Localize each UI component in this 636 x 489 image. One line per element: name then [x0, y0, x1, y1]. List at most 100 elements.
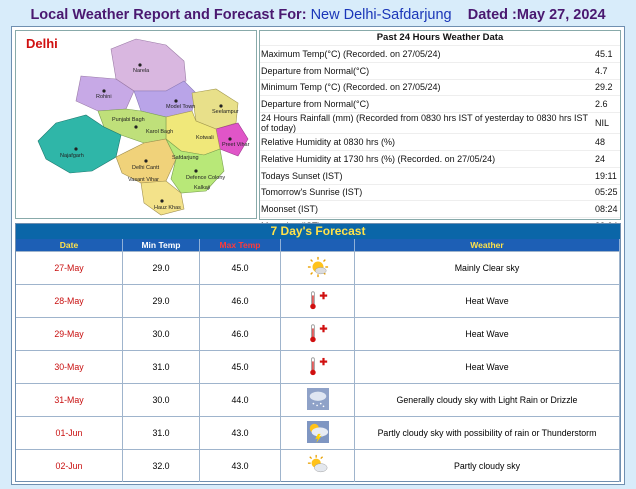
- thunderstorm-icon: [306, 421, 329, 445]
- forecast-row: 27-May 29.0 45.0 Mainly Clear sky: [16, 251, 620, 284]
- forecast-icon-cell: [281, 417, 355, 449]
- header-max-temp: Max Temp: [200, 239, 281, 251]
- past-data-row: Moonset (IST) 08:24: [260, 200, 620, 217]
- forecast-max-temp: 45.0: [200, 252, 281, 284]
- forecast-max-temp: 46.0: [200, 318, 281, 350]
- past-24h-rows: Maximum Temp(°C) (Recorded. on 27/05/24)…: [260, 45, 620, 234]
- past-data-row: 24 Hours Rainfall (mm) (Recorded from 08…: [260, 112, 620, 133]
- past-24h-title: Past 24 Hours Weather Data: [376, 32, 504, 43]
- svg-text:Safdarjung: Safdarjung: [172, 155, 199, 161]
- forecast-weather: Heat Wave: [355, 351, 620, 383]
- sun-cloud-icon: [307, 256, 329, 280]
- svg-text:Kotwali: Kotwali: [196, 135, 214, 141]
- forecast-min-temp: 29.0: [123, 252, 200, 284]
- past-data-value: 08:24: [595, 204, 618, 215]
- svg-text:Najafgarh: Najafgarh: [60, 153, 84, 159]
- past-data-row: Tomorrow's Sunrise (IST) 05:25: [260, 183, 620, 201]
- forecast-min-temp: 30.0: [123, 318, 200, 350]
- forecast-date: 01-Jun: [16, 417, 123, 449]
- past-24h-panel: Past 24 Hours Weather Data Maximum Temp(…: [259, 30, 621, 231]
- forecast-icon-cell: [281, 450, 355, 482]
- thermometer-hot-icon: [307, 355, 329, 379]
- past-data-label: Tomorrow's Sunrise (IST): [261, 187, 363, 198]
- forecast-weather: Heat Wave: [355, 318, 620, 350]
- past-data-label: Departure from Normal(°C): [261, 99, 370, 110]
- past-data-label: Todays Sunset (IST): [261, 170, 343, 181]
- past-data-row: Maximum Temp(°C) (Recorded. on 27/05/24)…: [260, 45, 620, 62]
- past-data-value: 45.1: [595, 48, 613, 59]
- past-data-row: Departure from Normal(°C) 2.6: [260, 95, 620, 112]
- svg-text:Model Town: Model Town: [166, 104, 195, 110]
- forecast-max-temp: 43.0: [200, 450, 281, 482]
- past-data-row: Departure from Normal(°C) 4.7: [260, 61, 620, 79]
- svg-text:Kalkaji: Kalkaji: [194, 185, 210, 191]
- past-data-label: 24 Hours Rainfall (mm) (Recorded from 08…: [261, 113, 588, 134]
- forecast-icon-cell: [281, 285, 355, 317]
- thermometer-hot-icon: [307, 322, 329, 346]
- past-data-row: Minimum Temp (°C) (Recorded. on 27/05/24…: [260, 78, 620, 96]
- forecast-max-temp: 43.0: [200, 417, 281, 449]
- forecast-row: 28-May 29.0 46.0 Heat Wave: [16, 284, 620, 317]
- header-date: Date: [16, 239, 123, 251]
- past-data-label: Departure from Normal(°C): [261, 65, 370, 76]
- forecast-date: 28-May: [16, 285, 123, 317]
- forecast-min-temp: 31.0: [123, 351, 200, 383]
- forecast-icon-cell: [281, 351, 355, 383]
- past-data-row: Relative Humidity at 1730 hrs (%) (Recor…: [260, 149, 620, 167]
- cloud-drizzle-icon: [306, 388, 329, 412]
- past-data-label: Relative Humidity at 0830 hrs (%): [261, 137, 396, 148]
- header-min-temp: Min Temp: [123, 239, 200, 251]
- svg-text:Vasant Vihar: Vasant Vihar: [128, 177, 159, 183]
- title-date: Dated :May 27, 2024: [467, 7, 606, 23]
- forecast-date: 30-May: [16, 351, 123, 383]
- forecast-weather: Mainly Clear sky: [355, 252, 620, 284]
- svg-text:Defence Colony: Defence Colony: [186, 175, 225, 181]
- forecast-date: 02-Jun: [16, 450, 123, 482]
- forecast-icon-cell: [281, 318, 355, 350]
- past-data-value: 19:11: [595, 170, 617, 181]
- forecast-max-temp: 46.0: [200, 285, 281, 317]
- past-data-label: Maximum Temp(°C) (Recorded. on 27/05/24): [261, 48, 441, 59]
- past-data-label: Moonset (IST): [261, 204, 319, 215]
- past-data-value: 24: [595, 153, 606, 164]
- forecast-row: 31-May 30.0 44.0 Generally cloudy sky with …: [16, 383, 620, 416]
- forecast-date: 27-May: [16, 252, 123, 284]
- forecast-max-temp: 44.0: [200, 384, 281, 416]
- past-data-row: Relative Humidity at 0830 hrs (%) 48: [260, 133, 620, 150]
- partly-cloudy-icon: [307, 454, 329, 478]
- forecast-icon-cell: [281, 384, 355, 416]
- report-title: Local Weather Report and Forecast For: N…: [0, 0, 636, 30]
- map-city-label: Delhi: [26, 36, 58, 51]
- forecast-min-temp: 30.0: [123, 384, 200, 416]
- forecast-date: 29-May: [16, 318, 123, 350]
- forecast-row: 29-May 30.0 46.0 Heat Wave: [16, 317, 620, 350]
- past-data-value: 48: [595, 137, 606, 148]
- past-data-label: Minimum Temp (°C) (Recorded. on 27/05/24…: [261, 82, 441, 93]
- forecast-min-temp: 32.0: [123, 450, 200, 482]
- past-data-value: 05:25: [595, 187, 618, 198]
- header-icon: [281, 239, 355, 251]
- forecast-rows: 27-May 29.0 45.0 Mainly Clear sky 28-May 29.0…: [16, 251, 620, 482]
- forecast-min-temp: 31.0: [123, 417, 200, 449]
- svg-text:Punjabi Bagh: Punjabi Bagh: [112, 117, 145, 123]
- svg-text:Rohini: Rohini: [96, 94, 112, 100]
- svg-text:Hauz Khas: Hauz Khas: [154, 205, 181, 211]
- forecast-table: 7 Day's Forecast Date Min Temp Max Temp …: [15, 223, 621, 482]
- forecast-row: 02-Jun 32.0 43.0 Partly cloudy sky: [16, 449, 620, 482]
- past-data-value: NIL: [595, 118, 610, 129]
- past-data-value: 4.7: [595, 65, 608, 76]
- map-graphic: Narela Rohini Model Town Seelampur Preet…: [37, 38, 250, 216]
- forecast-min-temp: 29.0: [123, 285, 200, 317]
- report-panel: Narela Rohini Model Town Seelampur Preet…: [11, 26, 625, 485]
- delhi-district-map: Narela Rohini Model Town Seelampur Preet…: [15, 30, 257, 219]
- past-data-value: 29.2: [595, 82, 613, 93]
- svg-text:Delhi Cantt: Delhi Cantt: [132, 165, 160, 171]
- past-data-label: Relative Humidity at 1730 hrs (%) (Recor…: [261, 153, 496, 164]
- svg-text:Preet Vihar: Preet Vihar: [222, 142, 250, 148]
- header-weather: Weather: [355, 239, 620, 251]
- svg-text:Karol Bagh: Karol Bagh: [146, 129, 173, 135]
- past-data-value: 2.6: [595, 99, 608, 110]
- forecast-row: 01-Jun 31.0 43.0 Partly cloudy sky with pos…: [16, 416, 620, 449]
- forecast-weather: Partly cloudy sky with possibility of ra…: [355, 417, 620, 449]
- title-location: New Delhi-Safdarjung: [310, 7, 452, 23]
